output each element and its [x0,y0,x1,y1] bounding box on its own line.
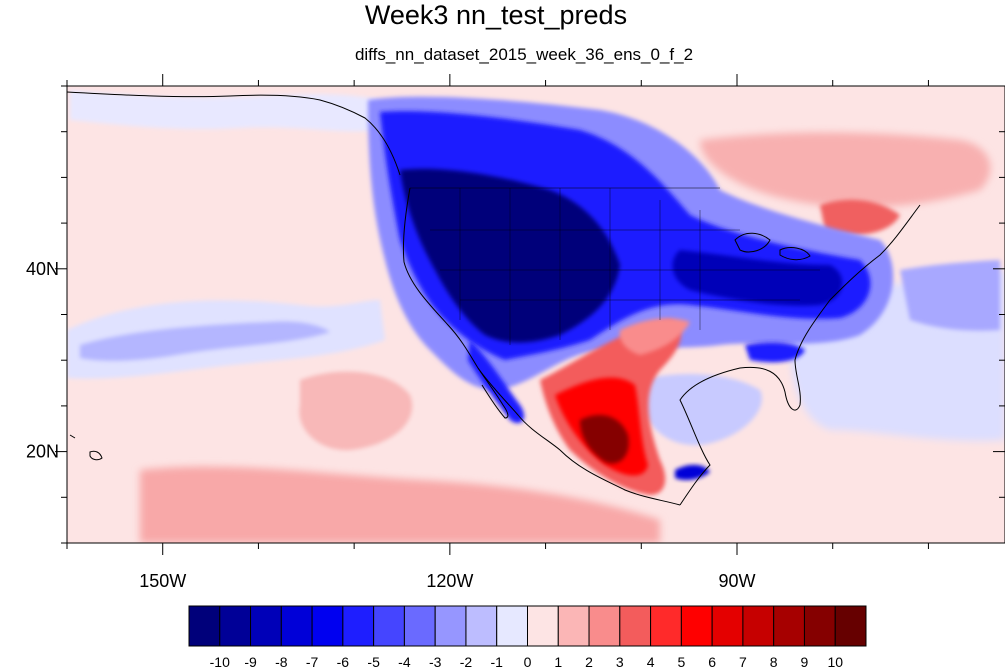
colorbar-label: -1 [491,654,504,670]
lat-tick-label: 40N [26,259,59,279]
northeast-warm [820,199,900,235]
lon-tick-label: 90W [718,571,755,591]
pacific-warm-tropics [140,466,660,543]
eastern-cool-core [672,250,843,306]
colorbar-label: 0 [524,654,532,670]
hawaii-islands [69,434,103,461]
map-title: Week3 nn_test_preds [365,0,627,30]
axis-tick-labels: 150W 120W 90W 40N 20N [26,259,756,591]
colorbar-label: -2 [460,654,473,670]
colorbar-label: -4 [398,654,411,670]
colorbar-swatch [711,605,744,647]
colorbar-label: -7 [306,654,319,670]
colorbar-swatch [403,605,436,647]
colorbar-label: 5 [677,654,685,670]
coastlines [67,91,921,506]
colorbar-label: -9 [244,654,257,670]
colorbar-swatch [619,605,652,647]
great-lakes [734,232,811,261]
gulf-mexico-cool [640,374,762,446]
colorbar-label: -5 [367,654,380,670]
canada-warm [700,132,991,208]
colorbar-swatch [834,605,867,647]
colorbar-swatch [434,605,467,647]
map-plot-area [67,86,1005,543]
colorbar-swatch [527,605,559,647]
colorbar-swatch [588,605,621,647]
southeast-cool [745,342,805,363]
colorbar-label: 10 [827,654,843,670]
mid-pacific-warm [299,371,413,451]
colorbar-label: -3 [429,654,442,670]
mexico-warm-core [580,415,629,464]
colorbar-swatch [680,605,713,647]
colorbar-swatch [650,605,682,647]
colorbar-swatch [803,605,836,647]
central-atlantic-cool [900,260,1000,331]
baja-cool-tail [468,340,525,424]
colorbar-swatch [219,605,252,647]
gulf-coast [679,204,921,506]
alaska-coast [67,91,401,176]
colorbar-label: 2 [585,654,593,670]
gulf-alaska-cool [70,90,380,132]
west-coast [402,187,681,506]
colorbar-label: -8 [275,654,288,670]
colorbar-swatch [465,605,498,647]
state-border-meridians [459,188,701,345]
colorbar-swatch [342,605,375,647]
colorbar-label: 1 [554,654,562,670]
lon-tick-label: 120W [426,571,473,591]
colorbar-swatch [250,605,282,647]
baja-peninsula [477,367,509,419]
colorbar-label: 4 [647,654,655,670]
colorbar-label: 8 [770,654,778,670]
colorbar-swatch [311,605,344,647]
colorbar-swatch [496,605,528,647]
colorbar-label: 9 [801,654,809,670]
lat-tick-label: 20N [26,442,59,462]
colorbar-swatch [373,605,405,647]
colorbar-swatch [742,605,775,647]
colorbar-label: 7 [739,654,747,670]
colorbar-label: 3 [616,654,624,670]
lon-tick-label: 150W [139,571,186,591]
axis-ticks [55,74,1005,555]
colorbar-swatch [557,605,590,647]
colorbar: -10 -9 -8 -7 -6 -5 -4 -3 -2 -1 0 1 2 3 4 5 6 7 8 9 10 [188,605,867,670]
colorbar-label: -10 [210,654,230,670]
state-border-mid [430,229,820,301]
map-subtitle: diffs_nn_dataset_2015_week_36_ens_0_f_2 [355,45,693,64]
texas-warm [619,318,690,355]
colorbar-swatch [773,605,805,647]
colorbar-label: -6 [337,654,350,670]
anomaly-field [67,90,1005,543]
colorbar-swatch [280,605,313,647]
colorbar-swatch [188,605,221,647]
colorbar-label: 6 [708,654,716,670]
pacific-cool-band-core [80,321,330,361]
yucatan-cool [675,464,710,480]
